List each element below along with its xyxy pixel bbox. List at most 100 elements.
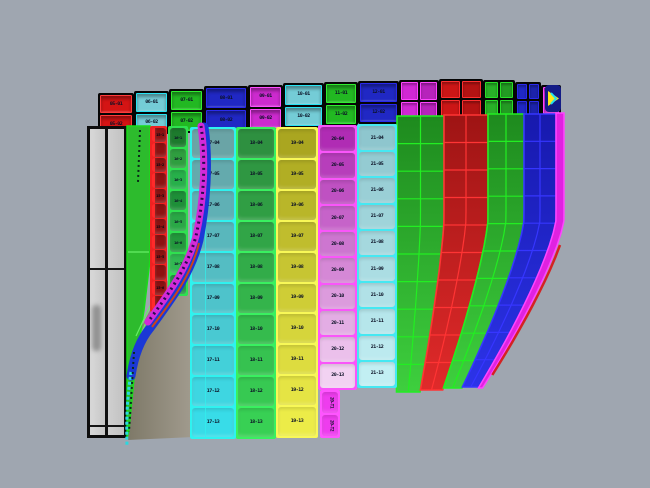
magenta-edge-trim[interactable]: [477, 112, 565, 389]
panel[interactable]: 21-07: [359, 204, 395, 229]
panel[interactable]: 21-12: [359, 335, 395, 360]
band-red-wide[interactable]: [439, 79, 483, 119]
panel[interactable]: 20-11: [320, 311, 355, 336]
band-magenta-1[interactable]: 09-01 09-02: [248, 85, 283, 130]
panel[interactable]: 15-6: [151, 280, 166, 296]
panel[interactable]: 21-06: [359, 178, 395, 203]
panel[interactable]: 17-08: [192, 253, 234, 282]
mini-green-strip[interactable]: 16-1 16-2 16-3 16-4 16-5 16-6 16-7 16-8: [168, 126, 188, 296]
panel[interactable]: 21-05: [359, 152, 395, 177]
panel[interactable]: 19-06: [278, 190, 316, 220]
panel[interactable]: 17-10: [192, 315, 234, 344]
panel[interactable]: [151, 173, 166, 188]
band-cyan-2[interactable]: 10-01 10-02: [283, 83, 324, 128]
column-yellow[interactable]: 19-04 19-05 19-06 19-07 19-08 19-09 19-10 19-11…: [276, 127, 318, 438]
column-lightcyan[interactable]: 21-04 21-05 21-06 21-07 21-08 21-09 21-10 21-11…: [357, 124, 397, 388]
panel[interactable]: 18-08: [238, 253, 274, 282]
panel[interactable]: 20-13: [320, 363, 355, 388]
panel[interactable]: 20-08: [320, 232, 355, 257]
panel[interactable]: 18-05: [238, 160, 274, 189]
panel[interactable]: 19-07: [278, 221, 316, 251]
panel[interactable]: 20-10: [320, 284, 355, 310]
panel-label: 17-08: [206, 264, 220, 270]
panel[interactable]: 21-09: [359, 257, 395, 282]
panel[interactable]: 17-13: [192, 408, 234, 437]
panel[interactable]: 16-4: [170, 191, 186, 210]
panel[interactable]: 16-5: [170, 212, 186, 231]
panel[interactable]: 18-11: [238, 346, 274, 375]
panel[interactable]: 20-06: [320, 179, 355, 204]
band-green-2[interactable]: 11-01 11-02: [324, 82, 358, 126]
panel[interactable]: 18-06: [238, 191, 274, 220]
panel[interactable]: 17-12: [192, 377, 234, 406]
panel-label: 16-1: [174, 134, 182, 140]
column-green[interactable]: 18-04 18-05 18-06 18-07 18-08 18-09 18-10 18-11…: [236, 127, 276, 439]
panel[interactable]: 18-09: [238, 284, 274, 313]
panel[interactable]: 21-13: [359, 361, 395, 387]
panel[interactable]: 18-10: [238, 315, 274, 344]
panel[interactable]: 20-05: [320, 153, 355, 178]
band-cell: [485, 82, 498, 98]
panel-label: 17-09: [206, 295, 220, 301]
panel[interactable]: 18-13: [238, 408, 274, 437]
panel[interactable]: [151, 234, 166, 250]
panel[interactable]: 17-11: [192, 346, 234, 375]
panel[interactable]: 18-12: [238, 377, 274, 406]
panel[interactable]: 20-T2: [322, 415, 338, 436]
slab-divider: [105, 129, 109, 435]
band-green-wide[interactable]: [483, 80, 515, 118]
panel[interactable]: [151, 142, 166, 158]
panel[interactable]: 15-4: [151, 219, 166, 234]
panel-label: 15-3: [156, 193, 164, 198]
panel-label: 17-06: [206, 202, 220, 208]
panel[interactable]: 19-13: [278, 407, 316, 437]
panel[interactable]: 16-2: [170, 149, 186, 168]
panel-label: 20-04: [331, 135, 344, 142]
panel[interactable]: 15-5: [151, 250, 166, 265]
panel[interactable]: 21-08: [359, 230, 395, 256]
rope-blue-trim[interactable]: [126, 122, 211, 381]
white-slab-panel[interactable]: [87, 126, 127, 438]
panel[interactable]: 21-11: [359, 309, 395, 334]
panel[interactable]: 19-04: [278, 129, 316, 158]
panel[interactable]: 19-12: [278, 376, 316, 406]
panel[interactable]: 20-07: [320, 205, 355, 231]
panel[interactable]: 19-05: [278, 159, 316, 189]
panel[interactable]: 20-T1: [322, 392, 338, 413]
panel[interactable]: 15-3: [151, 188, 166, 204]
band-cell: 10-02: [285, 106, 322, 126]
panel[interactable]: 16-3: [170, 170, 186, 189]
panel-label: 20-10: [331, 293, 344, 300]
band-blue-2[interactable]: 12-01 12-02: [358, 81, 399, 124]
panel-label: 11-01: [334, 90, 348, 96]
panel-subdivider: [204, 377, 206, 406]
panel[interactable]: 18-04: [238, 129, 274, 158]
panel[interactable]: 19-08: [278, 252, 316, 282]
panel[interactable]: 20-04: [320, 127, 355, 152]
panel[interactable]: 21-04: [359, 126, 395, 151]
panel[interactable]: 20-12: [320, 337, 355, 362]
red-ladder-strip[interactable]: 15-1 15-2 15-3 15-4 15-5 15-6: [150, 126, 167, 312]
panel[interactable]: 16-1: [170, 128, 186, 147]
panel[interactable]: 17-05: [192, 160, 234, 189]
panel[interactable]: 15-2: [151, 158, 166, 173]
magenta-tab[interactable]: 20-T1 20-T2: [320, 390, 340, 438]
panel[interactable]: 16-6: [170, 233, 186, 252]
flag-marker[interactable]: [545, 85, 561, 112]
panel[interactable]: 18-07: [238, 222, 274, 251]
panel[interactable]: 19-11: [278, 345, 316, 375]
panel[interactable]: 19-09: [278, 283, 316, 313]
panel-label: 18-05: [249, 171, 263, 177]
band-magenta-wide[interactable]: [399, 80, 439, 121]
column-magenta[interactable]: 20-04 20-05 20-06 20-07 20-08 20-09 20-10 20-11…: [318, 125, 357, 390]
band-green-1[interactable]: 07-01 07-02: [169, 89, 204, 133]
panel[interactable]: 17-09: [192, 284, 234, 313]
panel[interactable]: [151, 204, 166, 219]
panel[interactable]: 20-09: [320, 258, 355, 283]
panel-label: 15-5: [156, 254, 164, 260]
panel[interactable]: 19-10: [278, 314, 316, 344]
panel[interactable]: 15-1: [151, 127, 166, 142]
panel[interactable]: [151, 265, 166, 280]
panel[interactable]: 21-10: [359, 283, 395, 308]
